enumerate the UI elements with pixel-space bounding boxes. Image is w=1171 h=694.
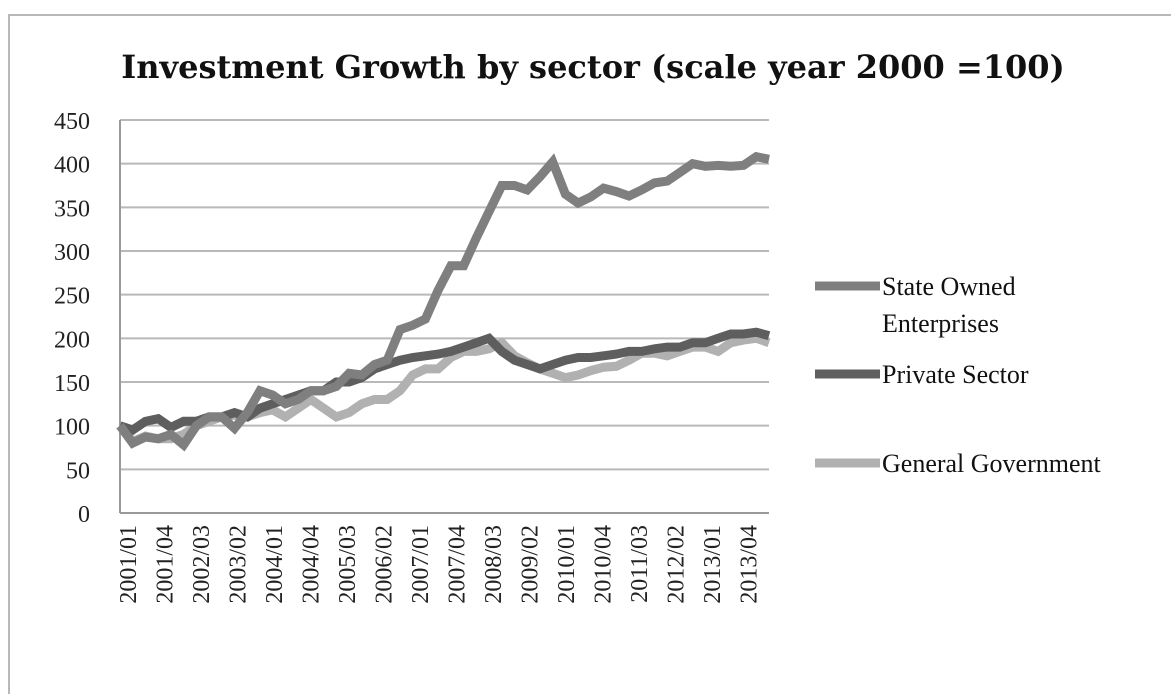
legend-label: Private Sector xyxy=(882,360,1029,389)
series-line-state-owned-enterprises xyxy=(116,151,770,452)
y-tick-label: 250 xyxy=(54,284,90,310)
legend-label: State Owned Enterprises xyxy=(882,272,1016,338)
y-tick-label: 300 xyxy=(54,240,90,266)
x-tick-label: 2003/02 xyxy=(226,525,252,604)
x-tick-label: 2013/01 xyxy=(700,525,726,604)
x-tick-label: 2010/04 xyxy=(591,525,617,604)
y-axis-ticks: 0 50 100 150 200 250 300 350 400 450 xyxy=(54,109,90,528)
chart: Investment Growth by sector (scale year … xyxy=(54,48,1102,604)
x-tick-label: 2004/01 xyxy=(262,525,288,604)
y-tick-label: 450 xyxy=(54,109,90,135)
x-tick-label: 2006/02 xyxy=(372,525,398,604)
gridlines xyxy=(119,119,769,514)
x-tick-label: 2010/01 xyxy=(554,525,580,604)
x-tick-label: 2005/03 xyxy=(335,525,361,604)
legend: State Owned Enterprises Private Sector Gene… xyxy=(815,272,1102,478)
x-tick-label: 2001/04 xyxy=(153,525,179,604)
y-tick-label: 150 xyxy=(54,371,90,397)
chart-title: Investment Growth by sector (scale year … xyxy=(121,48,1064,86)
chart-frame xyxy=(8,14,1171,694)
x-tick-label: 2011/03 xyxy=(627,525,653,603)
x-tick-label: 2008/03 xyxy=(481,525,507,604)
x-tick-label: 2004/04 xyxy=(299,525,325,604)
y-tick-label: 350 xyxy=(54,196,90,222)
legend-label: General Government xyxy=(882,449,1102,478)
series-lines xyxy=(116,151,771,452)
x-tick-label: 2012/02 xyxy=(664,525,690,604)
x-tick-label: 2002/03 xyxy=(189,525,215,604)
y-tick-label: 400 xyxy=(54,153,90,179)
series-line-private-sector xyxy=(118,327,771,435)
y-tick-label: 0 xyxy=(78,502,90,528)
x-axis-ticks: 2001/01 2001/04 2002/03 2003/02 2004/01 2004/… xyxy=(116,525,763,604)
x-tick-label: 2007/04 xyxy=(445,525,471,604)
x-tick-label: 2001/01 xyxy=(116,525,142,604)
y-tick-label: 100 xyxy=(54,415,90,441)
y-tick-label: 50 xyxy=(66,458,90,484)
y-tick-label: 200 xyxy=(54,327,90,353)
x-tick-label: 2013/04 xyxy=(737,525,763,604)
x-tick-label: 2007/01 xyxy=(408,525,434,604)
x-tick-label: 2009/02 xyxy=(518,525,544,604)
